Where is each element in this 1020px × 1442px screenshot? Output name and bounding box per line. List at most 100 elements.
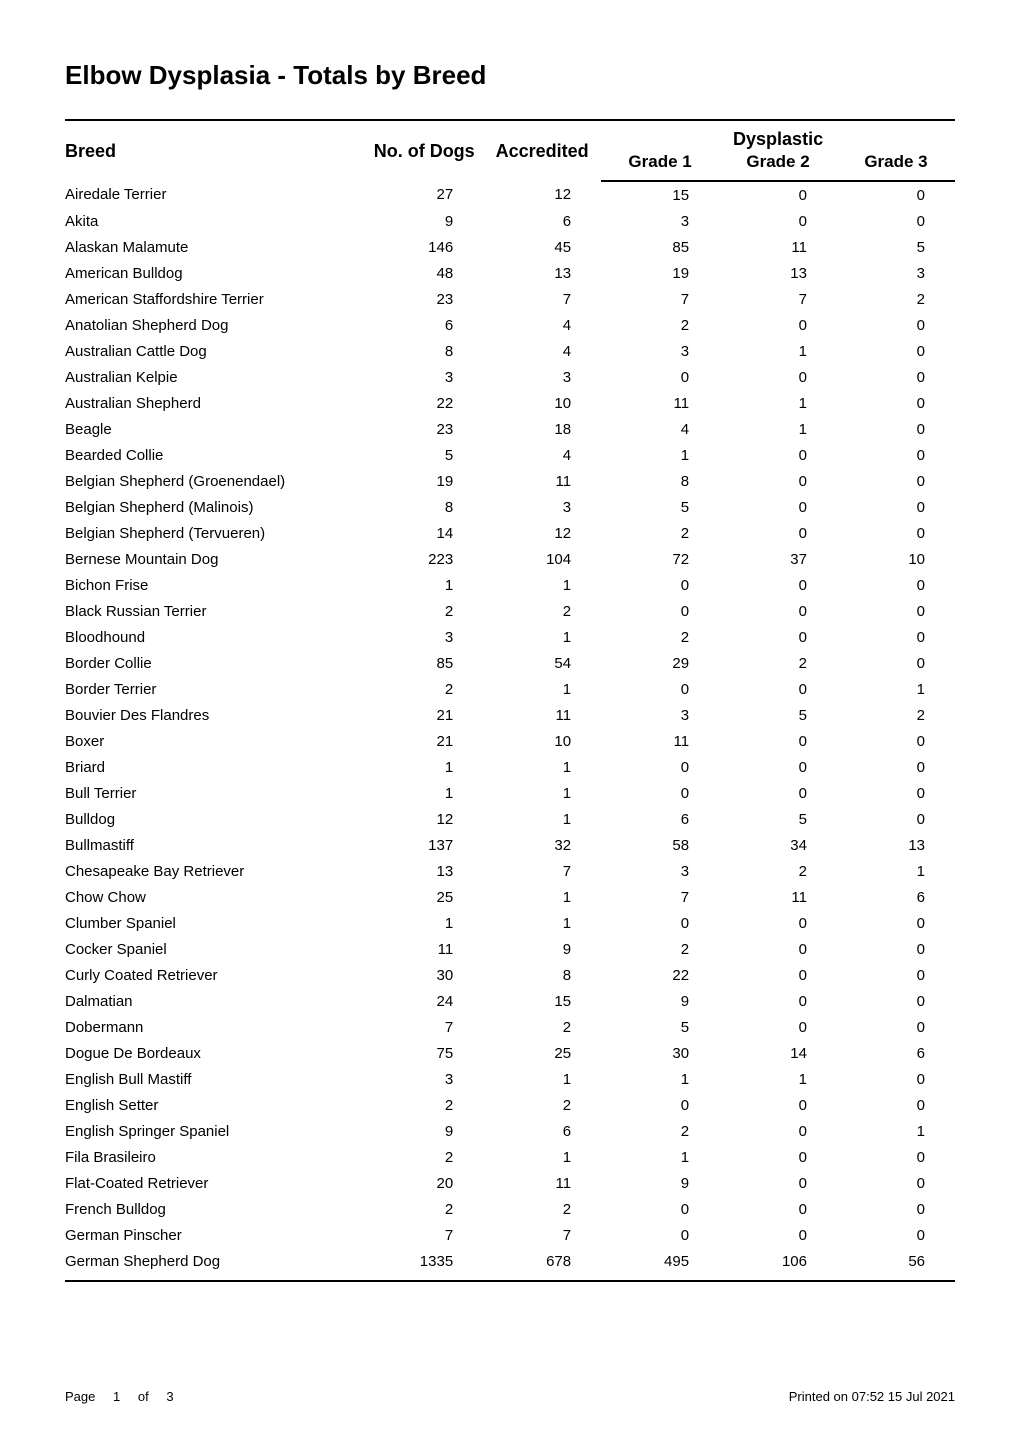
table-row: Dogue De Bordeaux752530146 — [65, 1040, 955, 1066]
accredited-cell: 1 — [483, 884, 601, 910]
grade3-cell: 0 — [837, 728, 955, 754]
breed-cell: Australian Shepherd — [65, 390, 365, 416]
grade3-cell: 0 — [837, 442, 955, 468]
table-row: German Shepherd Dog133567849510656 — [65, 1248, 955, 1281]
grade3-cell: 1 — [837, 858, 955, 884]
accredited-cell: 2 — [483, 598, 601, 624]
accredited-cell: 4 — [483, 442, 601, 468]
accredited-cell: 1 — [483, 754, 601, 780]
footer-of-label: of — [138, 1389, 149, 1404]
grade3-cell: 2 — [837, 286, 955, 312]
dogs-cell: 1 — [365, 754, 483, 780]
accredited-cell: 12 — [483, 181, 601, 208]
dogs-cell: 12 — [365, 806, 483, 832]
dogs-cell: 85 — [365, 650, 483, 676]
dogs-cell: 8 — [365, 494, 483, 520]
grade2-cell: 0 — [719, 181, 837, 208]
grade3-cell: 0 — [837, 1092, 955, 1118]
grade1-cell: 0 — [601, 572, 719, 598]
grade1-cell: 2 — [601, 936, 719, 962]
grade2-cell: 0 — [719, 468, 837, 494]
grade1-cell: 0 — [601, 1196, 719, 1222]
breed-cell: English Setter — [65, 1092, 365, 1118]
grade2-cell: 0 — [719, 962, 837, 988]
grade2-cell: 0 — [719, 208, 837, 234]
grade2-cell: 1 — [719, 338, 837, 364]
grade3-cell: 0 — [837, 1066, 955, 1092]
dogs-cell: 1 — [365, 572, 483, 598]
grade2-cell: 0 — [719, 1014, 837, 1040]
grade1-cell: 85 — [601, 234, 719, 260]
grade1-cell: 5 — [601, 494, 719, 520]
breed-cell: Flat-Coated Retriever — [65, 1170, 365, 1196]
grade3-cell: 0 — [837, 910, 955, 936]
accredited-cell: 10 — [483, 390, 601, 416]
grade2-cell: 0 — [719, 728, 837, 754]
accredited-cell: 1 — [483, 676, 601, 702]
column-header-breed: Breed — [65, 120, 365, 181]
accredited-cell: 11 — [483, 468, 601, 494]
accredited-cell: 25 — [483, 1040, 601, 1066]
breed-cell: Chow Chow — [65, 884, 365, 910]
grade1-cell: 7 — [601, 884, 719, 910]
grade1-cell: 2 — [601, 624, 719, 650]
breed-cell: Bichon Frise — [65, 572, 365, 598]
column-header-grade3: Grade 3 — [837, 152, 955, 181]
table-row: English Bull Mastiff31110 — [65, 1066, 955, 1092]
table-row: Belgian Shepherd (Malinois)83500 — [65, 494, 955, 520]
breed-cell: Anatolian Shepherd Dog — [65, 312, 365, 338]
grade2-cell: 34 — [719, 832, 837, 858]
dogs-cell: 22 — [365, 390, 483, 416]
dogs-cell: 48 — [365, 260, 483, 286]
grade3-cell: 0 — [837, 650, 955, 676]
dogs-cell: 137 — [365, 832, 483, 858]
grade1-cell: 19 — [601, 260, 719, 286]
accredited-cell: 1 — [483, 910, 601, 936]
grade1-cell: 72 — [601, 546, 719, 572]
table-row: Flat-Coated Retriever2011900 — [65, 1170, 955, 1196]
breed-cell: German Shepherd Dog — [65, 1248, 365, 1281]
grade2-cell: 0 — [719, 676, 837, 702]
dogs-cell: 21 — [365, 702, 483, 728]
dogs-cell: 3 — [365, 624, 483, 650]
grade3-cell: 6 — [837, 1040, 955, 1066]
breed-cell: Border Collie — [65, 650, 365, 676]
table-row: Akita96300 — [65, 208, 955, 234]
accredited-cell: 12 — [483, 520, 601, 546]
table-row: Airedale Terrier27121500 — [65, 181, 955, 208]
grade2-cell: 0 — [719, 1092, 837, 1118]
grade2-cell: 106 — [719, 1248, 837, 1281]
grade2-cell: 0 — [719, 1144, 837, 1170]
breed-cell: Bulldog — [65, 806, 365, 832]
breed-cell: Border Terrier — [65, 676, 365, 702]
table-row: Belgian Shepherd (Groenendael)1911800 — [65, 468, 955, 494]
accredited-cell: 1 — [483, 1144, 601, 1170]
grade3-cell: 0 — [837, 208, 955, 234]
accredited-cell: 15 — [483, 988, 601, 1014]
accredited-cell: 45 — [483, 234, 601, 260]
accredited-cell: 1 — [483, 624, 601, 650]
accredited-cell: 1 — [483, 1066, 601, 1092]
accredited-cell: 7 — [483, 286, 601, 312]
grade3-cell: 0 — [837, 624, 955, 650]
grade2-cell: 0 — [719, 598, 837, 624]
breed-cell: Fila Brasileiro — [65, 1144, 365, 1170]
table-row: Bernese Mountain Dog223104723710 — [65, 546, 955, 572]
accredited-cell: 9 — [483, 936, 601, 962]
breed-cell: Dalmatian — [65, 988, 365, 1014]
table-row: Bulldog121650 — [65, 806, 955, 832]
table-row: Bull Terrier11000 — [65, 780, 955, 806]
dogs-cell: 3 — [365, 364, 483, 390]
breed-cell: Cocker Spaniel — [65, 936, 365, 962]
accredited-cell: 7 — [483, 1222, 601, 1248]
accredited-cell: 3 — [483, 494, 601, 520]
table-row: Bichon Frise11000 — [65, 572, 955, 598]
dogs-cell: 146 — [365, 234, 483, 260]
grade1-cell: 0 — [601, 754, 719, 780]
table-row: Bouvier Des Flandres2111352 — [65, 702, 955, 728]
grade3-cell: 0 — [837, 338, 955, 364]
accredited-cell: 2 — [483, 1014, 601, 1040]
grade1-cell: 11 — [601, 390, 719, 416]
breed-cell: Australian Kelpie — [65, 364, 365, 390]
footer-total-pages: 3 — [166, 1389, 173, 1404]
